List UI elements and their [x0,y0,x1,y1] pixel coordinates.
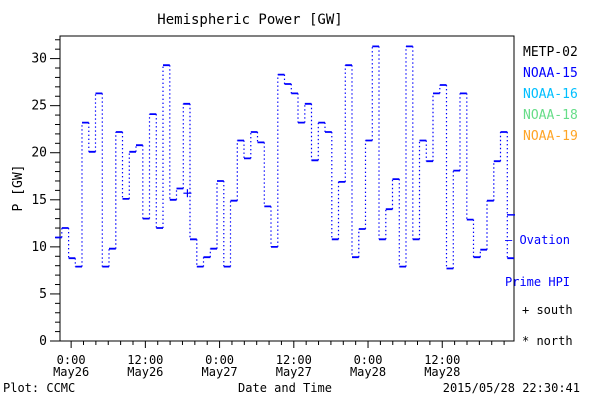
plot-box [59,35,515,342]
x-tick-date: May26 [127,365,163,379]
legend-item-noaa-19: NOAA-19 [523,129,578,144]
legend-item-noaa-16: NOAA-16 [523,87,578,102]
x-tick-time: 0:00 [57,353,86,367]
legend-item-noaa-15: NOAA-15 [523,66,578,81]
x-tick-date: May28 [350,365,386,379]
x-tick-time: 12:00 [276,353,312,367]
x-tick-date: May26 [53,365,89,379]
x-axis-ticks [70,341,505,348]
x-axis-label: Date and Time [238,381,332,395]
legend-item-metp-02: METP-02 [523,45,578,60]
x-tick-time: 12:00 [127,353,163,367]
south-symbol-legend: + south [522,303,573,317]
plus-icon: + [522,303,530,317]
ovation-prime-hpi-legend: — Ovation Prime HPI [505,205,570,317]
ovation-legend-line1: — Ovation [505,233,571,247]
hpi-step-verticals [61,46,508,269]
y-tick-label: 20 [31,146,47,161]
y-tick-label: 5 [39,287,47,302]
y-tick-label: 15 [31,193,47,208]
x-tick-date: May28 [424,365,460,379]
north-symbol-legend: * north [522,334,573,348]
legend-item-noaa-18: NOAA-18 [523,108,578,123]
x-tick-labels: 0:00May2612:00May260:00May2712:00May270:… [53,353,460,379]
data-marker-+ [183,189,192,198]
y-axis-label: P [GW] [11,165,26,212]
x-tick-date: May27 [202,365,238,379]
north-text: north [529,334,573,348]
x-tick-time: 0:00 [205,353,234,367]
y-tick-label: 0 [39,334,47,349]
y-axis-ticks [50,39,60,342]
y-tick-labels: 0 5 10 15 20 25 30 [31,52,47,349]
x-tick-time: 0:00 [354,353,383,367]
y-tick-label: 30 [31,52,47,67]
south-text: south [529,303,573,317]
ovation-legend-line2: Prime HPI [505,275,571,289]
x-tick-date: May27 [276,365,312,379]
chart-title: Hemispheric Power [GW] [157,12,343,28]
y-tick-label: 10 [31,240,47,255]
plot-credit: Plot: CCMC [3,381,76,395]
plot-timestamp: 2015/05/28 22:30:41 [442,381,580,395]
asterisk-icon: * [522,334,530,348]
hpi-step-line [55,45,514,270]
y-tick-label: 25 [31,99,47,114]
x-tick-time: 12:00 [424,353,460,367]
